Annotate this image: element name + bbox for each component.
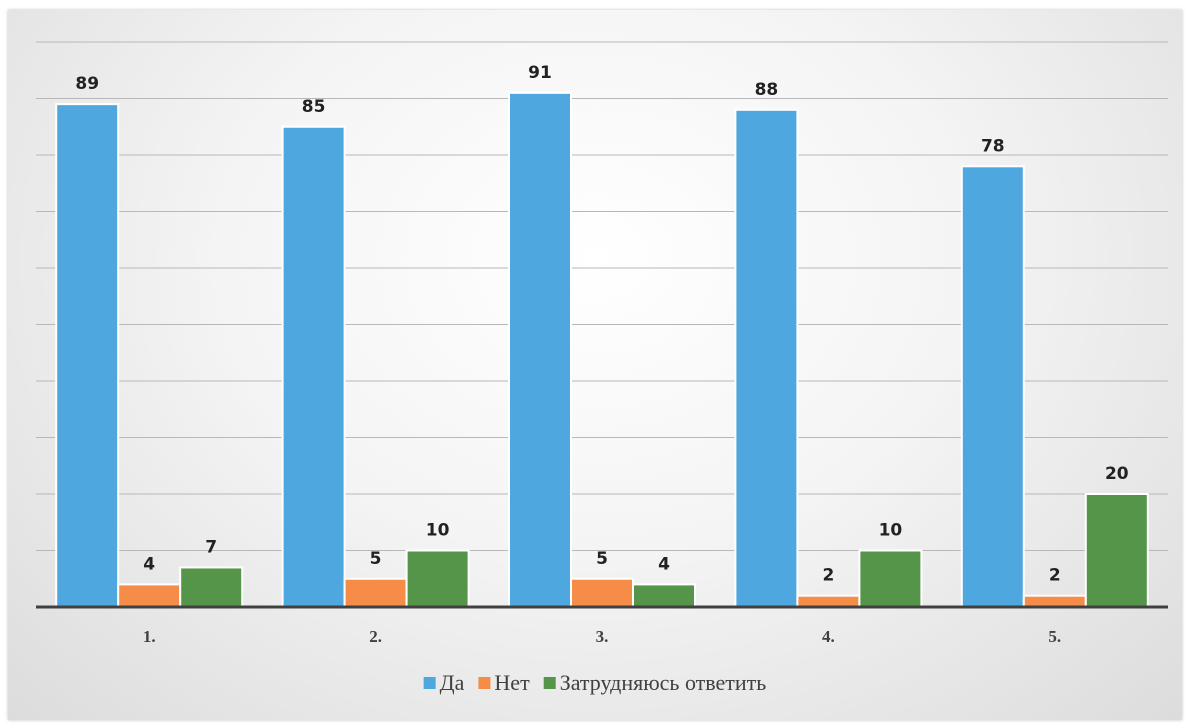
bar-1-4 xyxy=(734,108,799,609)
bar-3-5 xyxy=(1084,493,1149,608)
data-label: 4 xyxy=(143,554,155,574)
data-label: 4 xyxy=(658,554,670,574)
bar-2-5 xyxy=(1022,594,1087,609)
data-label: 78 xyxy=(981,136,1005,156)
x-tick-label: 3. xyxy=(596,627,609,646)
bar-2-4 xyxy=(796,594,861,609)
legend-label: Да xyxy=(440,670,465,695)
bars xyxy=(55,91,1149,609)
data-label: 2 xyxy=(1049,566,1061,586)
gridlines xyxy=(36,41,1168,551)
data-label: 91 xyxy=(528,63,552,83)
legend-label: Нет xyxy=(494,670,530,695)
x-tick-label: 2. xyxy=(369,627,382,646)
x-axis: 1. 2. 3. 4. 5. xyxy=(36,605,1168,646)
data-label: 5 xyxy=(596,549,608,569)
data-label: 7 xyxy=(205,537,217,557)
legend-swatch xyxy=(423,677,436,689)
bar-1-3 xyxy=(508,91,572,609)
data-label: 10 xyxy=(426,521,450,541)
x-tick-label: 1. xyxy=(143,627,156,646)
bar-1-1 xyxy=(55,103,120,609)
data-label: 2 xyxy=(822,566,834,586)
chart-frame: 89 4 7 85 5 10 91 5 4 88 2 10 78 2 20 1. 2. 3. 4. 5. Да Нет… xyxy=(8,10,1182,720)
legend-swatch xyxy=(478,677,491,689)
bar-1-5 xyxy=(960,165,1025,609)
bar-2-3 xyxy=(570,577,634,608)
legend-item-2: Нет xyxy=(478,670,530,695)
legend-swatch xyxy=(543,677,556,689)
bar-3-3 xyxy=(632,583,696,609)
bar-3-4 xyxy=(858,549,923,608)
bar-1-2 xyxy=(281,125,346,608)
x-tick-label: 5. xyxy=(1048,627,1061,646)
bar-chart: 89 4 7 85 5 10 91 5 4 88 2 10 78 2 20 1. 2. 3. 4. 5. Да Нет… xyxy=(36,41,1168,695)
bar-2-1 xyxy=(117,583,182,609)
data-label: 88 xyxy=(755,80,779,100)
data-labels: 89 4 7 85 5 10 91 5 4 88 2 10 78 2 20 xyxy=(75,63,1128,586)
bar-3-1 xyxy=(179,566,244,609)
legend-item-3: Затрудняюсь ответить xyxy=(543,670,767,695)
data-label: 89 xyxy=(75,74,99,94)
bar-3-2 xyxy=(405,549,470,608)
data-label: 10 xyxy=(879,521,903,541)
data-label: 5 xyxy=(370,549,382,569)
bar-2-2 xyxy=(343,577,408,608)
legend: Да Нет Затрудняюсь ответить xyxy=(423,670,767,695)
data-label: 20 xyxy=(1105,464,1129,484)
x-tick-label: 4. xyxy=(822,627,835,646)
legend-label: Затрудняюсь ответить xyxy=(560,670,767,695)
legend-item-1: Да xyxy=(423,670,465,695)
data-label: 85 xyxy=(302,97,326,117)
